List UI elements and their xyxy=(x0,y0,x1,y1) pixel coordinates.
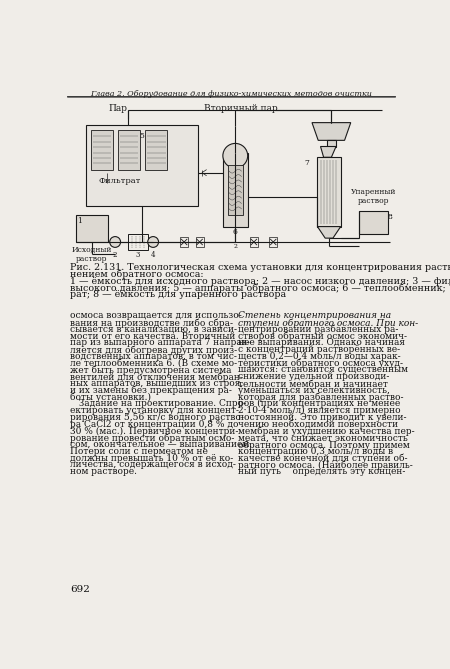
Text: нее выпаривания. Однако начиная: нее выпаривания. Однако начиная xyxy=(238,339,405,347)
Circle shape xyxy=(110,237,121,248)
Polygon shape xyxy=(320,147,336,157)
Text: Упаренный
раствор: Упаренный раствор xyxy=(351,188,396,205)
Text: Потери соли с пермеатом не: Потери соли с пермеатом не xyxy=(70,447,208,456)
Text: качестве конечной для ступени об-: качестве конечной для ступени об- xyxy=(238,454,407,463)
Text: ляется для обогрева других произ-: ляется для обогрева других произ- xyxy=(70,345,237,355)
Text: тельности мембран и начинает: тельности мембран и начинает xyxy=(238,379,387,389)
Text: рирования 5,56 кг/с водного раство-: рирования 5,56 кг/с водного раство- xyxy=(70,413,244,422)
Text: 8: 8 xyxy=(387,213,392,221)
Text: концентрацию 0,3 моль/л воды в: концентрацию 0,3 моль/л воды в xyxy=(238,447,393,456)
Text: должны превышать 10 % от её ко-: должны превышать 10 % от её ко- xyxy=(70,454,234,462)
Text: осмоса возвращается для использо-: осмоса возвращается для использо- xyxy=(70,311,242,320)
Text: личества, содержащегося в исход-: личества, содержащегося в исход- xyxy=(70,460,236,470)
Text: 2: 2 xyxy=(113,252,117,259)
Text: и их замены без прекращения ра-: и их замены без прекращения ра- xyxy=(70,386,232,395)
Text: створов обратный осмос экономич-: створов обратный осмос экономич- xyxy=(238,332,407,341)
Text: ный путь    определять эту концен-: ный путь определять эту концен- xyxy=(238,467,405,476)
Text: жет быть предусмотрена система: жет быть предусмотрена система xyxy=(70,365,232,375)
Text: с концентраций растворённых ве-: с концентраций растворённых ве- xyxy=(238,345,400,354)
Text: ступени обратного осмоса. При кон-: ступени обратного осмоса. При кон- xyxy=(238,318,418,328)
Text: центрировании разбавленных ра-: центрировании разбавленных ра- xyxy=(238,325,398,334)
Bar xyxy=(180,237,188,247)
Text: меата, что снижает экономичность: меата, что снижает экономичность xyxy=(238,434,407,442)
Text: ществ 0,2—0,4 моль/л воды харак-: ществ 0,2—0,4 моль/л воды харак- xyxy=(238,352,400,361)
Text: которая для разбавленных раство-: которая для разбавленных раство- xyxy=(238,393,403,402)
Bar xyxy=(317,157,341,227)
Text: 1: 1 xyxy=(77,217,82,225)
Text: сывается в канализацию, в зависи-: сывается в канализацию, в зависи- xyxy=(70,325,237,334)
Bar xyxy=(196,237,203,247)
Text: 7: 7 xyxy=(304,159,309,167)
Text: ных аппаратов, вышедших из строя,: ных аппаратов, вышедших из строя, xyxy=(70,379,243,388)
Text: боты установки.): боты установки.) xyxy=(70,393,151,402)
Text: 2·10-4 моль/л) является примерно: 2·10-4 моль/л) является примерно xyxy=(238,406,400,415)
Text: Задание на проектирование. Спро-: Задание на проектирование. Спро- xyxy=(70,399,246,408)
Text: Исходный
раствор: Исходный раствор xyxy=(72,246,112,263)
Text: Пар: Пар xyxy=(109,104,128,113)
Text: 3: 3 xyxy=(135,252,140,259)
Text: 30 % (мас.). Первичное концентри-: 30 % (мас.). Первичное концентри- xyxy=(70,426,238,436)
Text: сом, окончательное — выпариванием.: сом, окончательное — выпариванием. xyxy=(70,440,252,449)
Text: 692: 692 xyxy=(70,585,90,594)
Text: рат; 8 — ёмкость для упаренного раствора: рат; 8 — ёмкость для упаренного раствора xyxy=(70,290,286,300)
Text: мембран и ухудшению качества пер-: мембран и ухудшению качества пер- xyxy=(238,426,414,436)
Bar xyxy=(86,125,198,206)
Text: уменьшаться их селективность,: уменьшаться их селективность, xyxy=(238,386,390,395)
Text: мости от его качества. Вторичный: мости от его качества. Вторичный xyxy=(70,332,236,341)
Text: 4: 4 xyxy=(151,252,155,259)
Bar xyxy=(270,237,277,247)
Text: ле теплообменника 6. (В схеме мо-: ле теплообменника 6. (В схеме мо- xyxy=(70,359,237,368)
Text: 5: 5 xyxy=(139,132,144,140)
Text: ном растворе.: ном растворе. xyxy=(70,467,137,476)
Text: пар из выпарного аппарата 7 направ-: пар из выпарного аппарата 7 направ- xyxy=(70,339,250,347)
Text: Фильтрат: Фильтрат xyxy=(99,177,141,185)
Text: снижение удельной производи-: снижение удельной производи- xyxy=(238,372,389,381)
Text: ра CaCl2 от концентрации 0,8 % до: ра CaCl2 от концентрации 0,8 % до xyxy=(70,419,238,429)
Text: теристики обратного осмоса ухуд-: теристики обратного осмоса ухуд- xyxy=(238,359,403,368)
Text: нением обратного осмоса:: нением обратного осмоса: xyxy=(70,270,204,279)
Text: 6: 6 xyxy=(233,228,238,236)
Text: обратного осмоса. Поэтому примем: обратного осмоса. Поэтому примем xyxy=(238,440,410,450)
Bar xyxy=(359,211,388,234)
Text: Глава 2. Оборудование для физико-химических методов очистки: Глава 2. Оборудование для физико-химичес… xyxy=(90,90,372,98)
Text: постоянной. Это приводит к увели-: постоянной. Это приводит к увели- xyxy=(238,413,406,422)
Text: 2: 2 xyxy=(234,244,238,250)
Bar xyxy=(228,165,243,215)
Text: Вторичный пар: Вторичный пар xyxy=(203,104,277,113)
Text: чению необходимой поверхности: чению необходимой поверхности xyxy=(238,419,398,429)
Text: вентилей для отключения мембран-: вентилей для отключения мембран- xyxy=(70,372,243,382)
Circle shape xyxy=(148,237,158,248)
Text: ров (при концентрациях не менее: ров (при концентрациях не менее xyxy=(238,399,400,409)
Bar xyxy=(118,130,140,171)
Bar xyxy=(250,237,258,247)
Circle shape xyxy=(223,143,248,168)
Text: Степень концентрирования на: Степень концентрирования на xyxy=(238,311,391,320)
Text: рование провести обратным осмо-: рование провести обратным осмо- xyxy=(70,434,234,443)
Bar xyxy=(91,130,113,171)
Bar xyxy=(128,234,148,250)
Text: ратного осмоса. (Наиболее правиль-: ратного осмоса. (Наиболее правиль- xyxy=(238,460,412,470)
Polygon shape xyxy=(317,227,341,238)
Text: вания на производстве либо сбра-: вания на производстве либо сбра- xyxy=(70,318,233,328)
Bar xyxy=(145,130,167,171)
Text: ектировать установку для концент-: ектировать установку для концент- xyxy=(70,406,239,415)
Text: 1 — ёмкость для исходного раствора; 2 — насос низкого давления; 3 — фильтр; 4 — : 1 — ёмкость для исходного раствора; 2 — … xyxy=(70,276,450,286)
Text: Рис. 2.131. Технологическая схема установки для концентрирования растворов с при: Рис. 2.131. Технологическая схема устано… xyxy=(70,263,450,272)
Text: шаются: становится существенным: шаются: становится существенным xyxy=(238,365,408,375)
Text: водственных аппаратов, в том чис-: водственных аппаратов, в том чис- xyxy=(70,352,237,361)
Bar xyxy=(223,153,248,227)
Bar xyxy=(327,140,336,147)
Text: высокого давления; 5 — аппараты обратного осмоса; 6 — теплообменник; 7 — выпарно: высокого давления; 5 — аппараты обратног… xyxy=(70,284,450,293)
Bar xyxy=(76,215,108,242)
Polygon shape xyxy=(312,122,351,140)
